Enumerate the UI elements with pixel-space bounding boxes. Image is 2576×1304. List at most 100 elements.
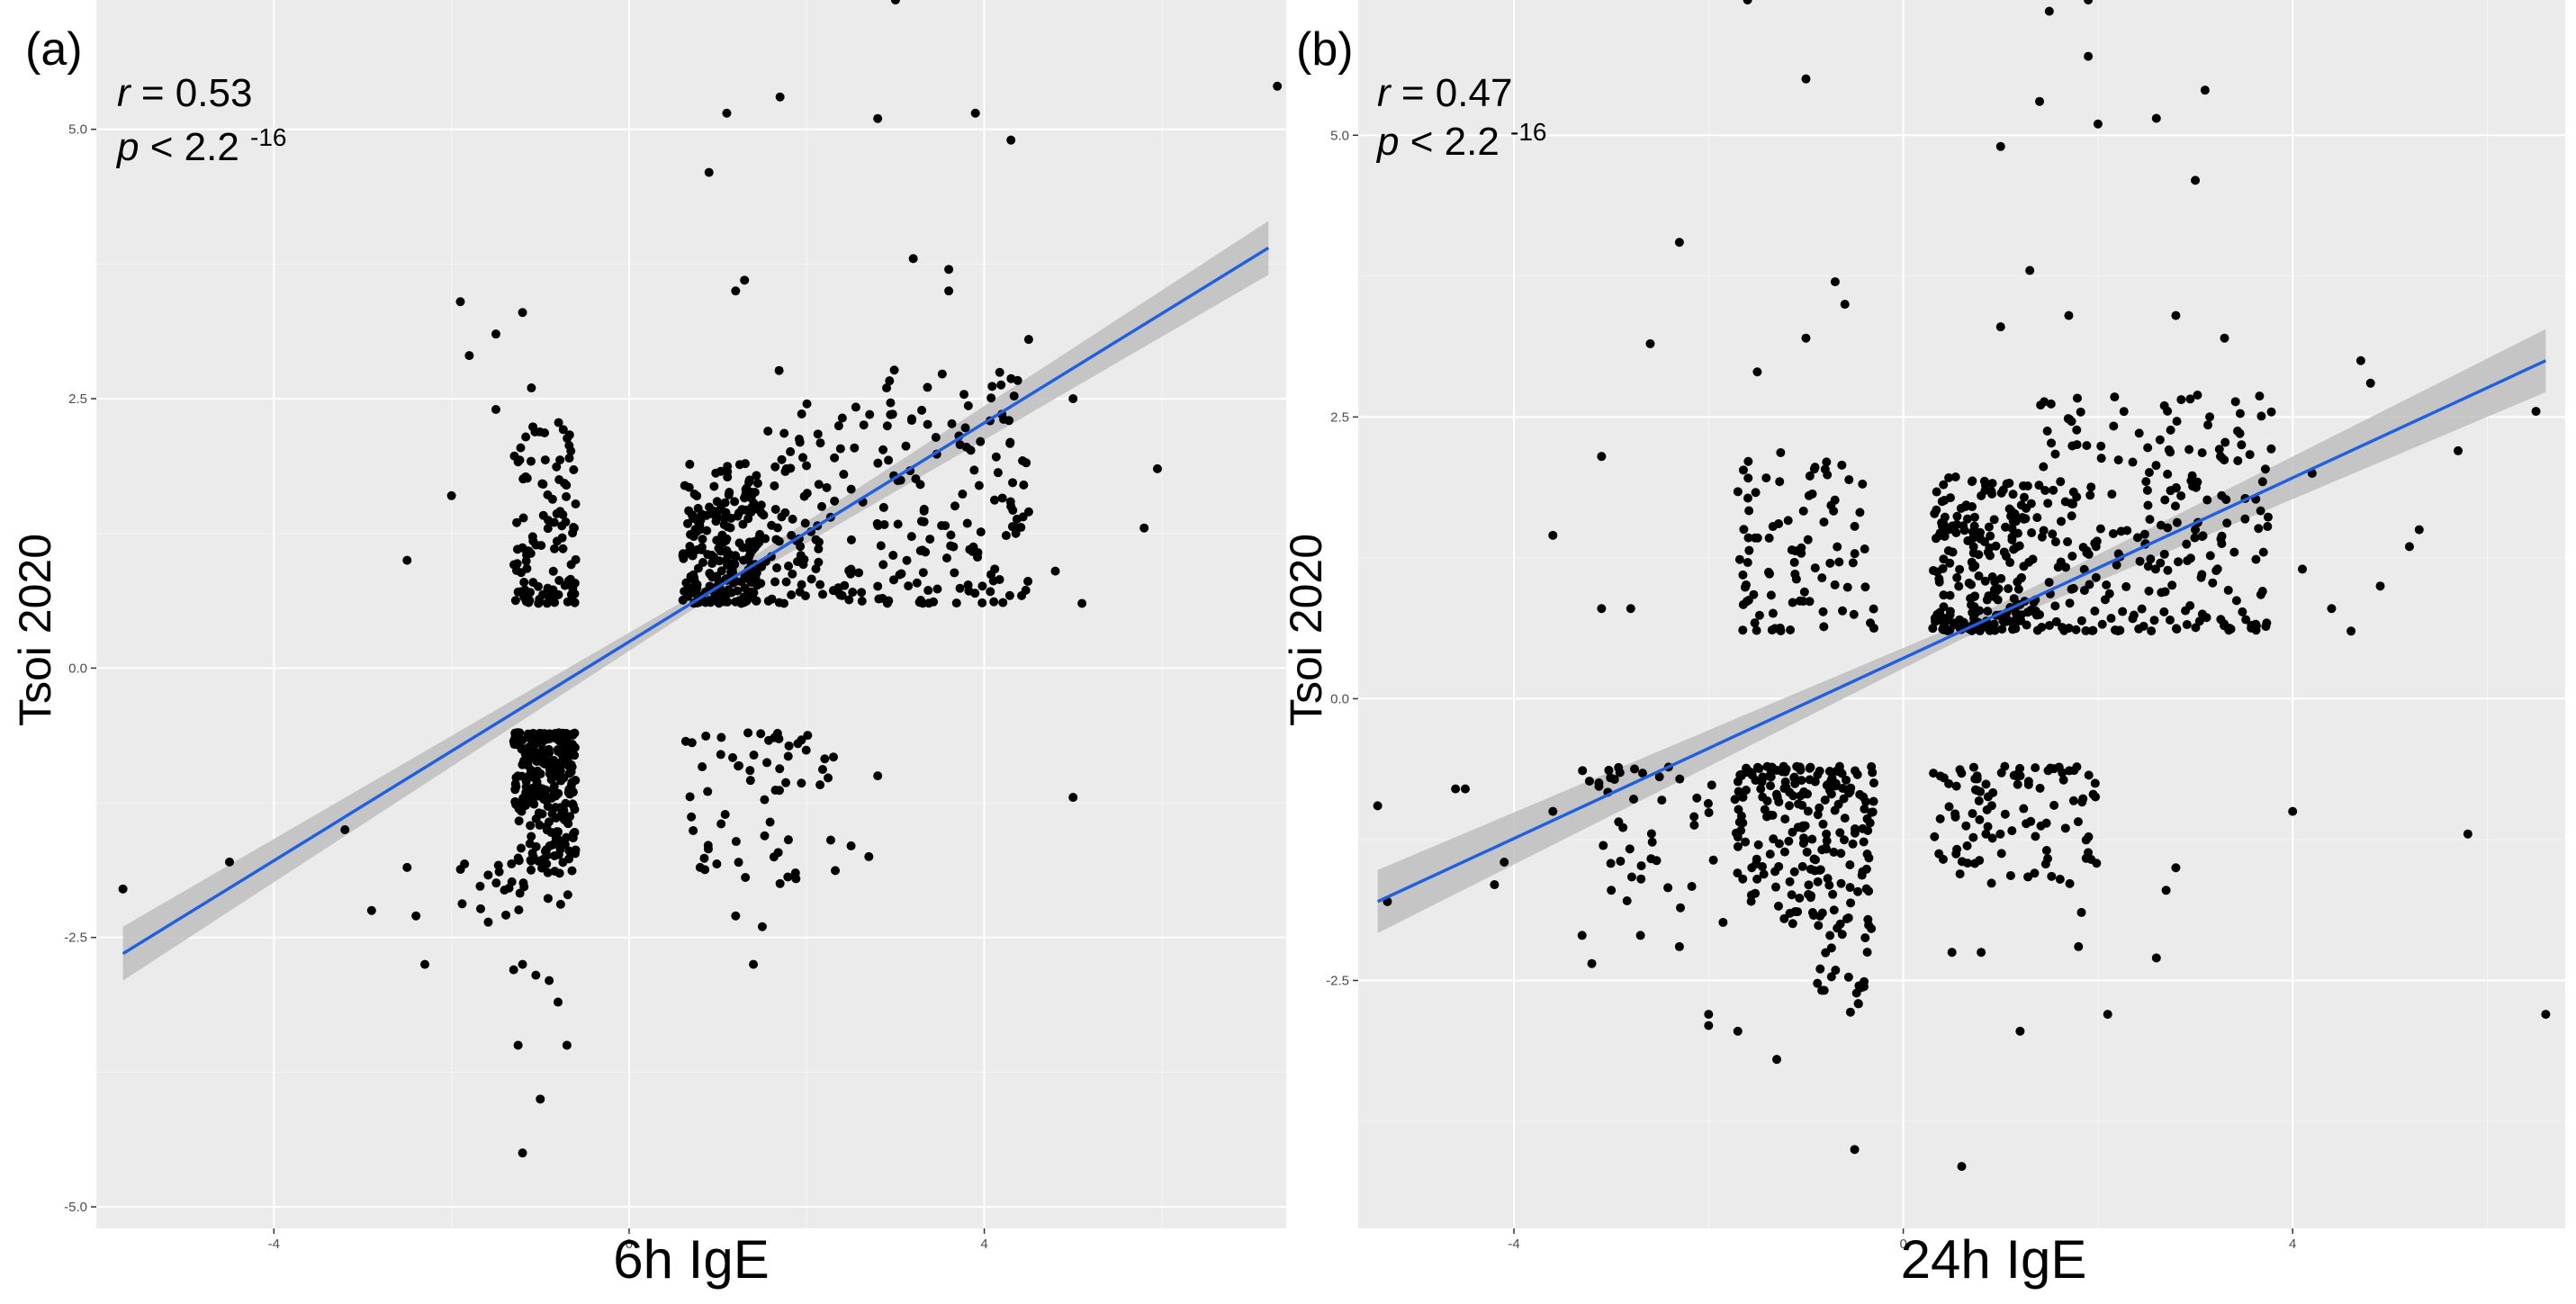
panel-b-data-point <box>1784 836 1794 846</box>
panel-a-data-point <box>970 108 980 118</box>
panel-a-data-point <box>563 787 573 797</box>
panel-a-data-point <box>723 462 733 472</box>
panel-b-data-point <box>2072 425 2082 435</box>
panel-b-data-point <box>2084 550 2094 560</box>
panel-b-data-point <box>1689 820 1699 830</box>
panel-b-data-point <box>2047 871 2057 881</box>
panel-b-data-point <box>2018 481 2028 490</box>
panel-b-data-point <box>2191 482 2201 492</box>
panel-b-data-point <box>1780 814 1790 824</box>
panel-b-data-point <box>1986 531 1995 541</box>
panel-b-data-point <box>1743 456 1753 466</box>
panel-b-data-point <box>1779 784 1789 794</box>
panel-a-data-point <box>568 801 578 811</box>
panel-b-data-point <box>2005 870 2015 880</box>
panel-b-data-point <box>1862 948 1872 958</box>
panel-b-data-point <box>1828 889 1838 899</box>
panel-b-data-point <box>2151 461 2161 471</box>
panel-b-data-point <box>1955 564 1965 574</box>
panel-a-data-point <box>703 844 713 854</box>
panel-b-data-point <box>2191 623 2201 633</box>
panel-b-data-point <box>1460 784 1470 794</box>
panel-b-data-point <box>1548 806 1558 816</box>
panel-a-data-point <box>932 584 942 594</box>
panel-b-data-point <box>1766 781 1776 791</box>
panel-b-data-point <box>2298 564 2308 574</box>
panel-a-data-point <box>699 853 709 863</box>
panel-b-data-point <box>2193 391 2202 400</box>
panel-b-data-point <box>2263 512 2273 522</box>
panel-a-y-axis: -5.0 -2.5 0.0 2.5 5.0 <box>64 122 96 1215</box>
panel-b-data-point <box>2007 826 2017 836</box>
panel-b-data-point <box>1746 890 1756 900</box>
panel-a-data-point <box>716 750 725 760</box>
panel-a-data-point <box>721 508 731 517</box>
panel-b-data-point <box>1805 471 1815 481</box>
panel-b-data-point <box>1995 141 2005 151</box>
panel-b-data-point <box>1837 460 1847 470</box>
panel-a-data-point <box>483 870 493 880</box>
panel-b-data-point <box>2084 0 2094 4</box>
panel-b-data-point <box>1928 565 1938 575</box>
panel-b-data-point <box>1935 814 1945 823</box>
panel-a-data-point <box>697 509 707 519</box>
panel-b-data-point <box>1734 787 1743 796</box>
panel-b-data-point <box>2159 549 2169 559</box>
panel-a-data-point <box>743 514 753 524</box>
panel-a-data-point <box>563 890 572 900</box>
panel-a-data-point <box>493 860 503 870</box>
panel-a-data-point <box>1006 135 1016 145</box>
panel-a-data-point <box>531 970 541 980</box>
panel-b-data-point <box>1788 791 1798 801</box>
panel-b-data-point <box>2256 411 2266 421</box>
panel-a-data-point <box>698 535 707 544</box>
panel-a-data-point <box>989 495 999 505</box>
panel-b-data-point <box>2113 455 2123 465</box>
panel-b-data-point <box>2119 407 2129 417</box>
panel-b-data-point <box>1774 839 1784 849</box>
panel-b-data-point <box>1626 872 1636 882</box>
panel-a-data-point <box>749 751 759 760</box>
panel-b-data-point <box>2084 770 2094 780</box>
panel-b-data-point <box>1741 786 1751 796</box>
panel-a-data-point <box>748 593 758 603</box>
panel-b-data-point <box>1839 835 1849 845</box>
panel-a-data-point <box>779 428 789 438</box>
panel-b-data-point <box>1809 854 1819 864</box>
panel-b-data-point <box>1959 617 1968 627</box>
panel-a-data-point <box>857 597 867 607</box>
panel-a-data-point <box>865 409 875 419</box>
panel-a-data-point <box>527 795 537 805</box>
panel-b-data-point <box>1652 856 1662 866</box>
panel-a-data-point <box>528 422 538 432</box>
panel-a-data-point <box>765 817 775 827</box>
panel-b-data-point <box>2054 762 2064 772</box>
panel-a-data-point <box>949 542 959 552</box>
panel-b: -2.5 0.0 2.5 5.0 -4 0 4 (b) r = 0.47 p < 2.2 … <box>1281 0 2565 1290</box>
panel-b-data-point <box>2255 391 2265 401</box>
panel-b-data-point <box>1756 784 1766 794</box>
panel-b-data-point <box>2197 609 2207 619</box>
panel-b-data-point <box>2090 607 2100 616</box>
panel-b-data-point <box>1752 859 1761 869</box>
panel-b-data-point <box>1986 878 1996 888</box>
panel-a-data-point <box>844 566 854 576</box>
panel-b-data-point <box>1981 779 1991 789</box>
panel-a-data-point <box>906 416 916 426</box>
panel-b-data-point <box>2116 526 2126 536</box>
panel-b-data-point <box>1751 488 1761 498</box>
panel-b-data-point <box>1776 626 1786 636</box>
panel-b-data-point <box>1967 557 1977 567</box>
panel-b-data-point <box>2375 581 2385 591</box>
panel-a-data-point <box>759 510 769 520</box>
panel-b-data-point <box>1692 793 1702 803</box>
panel-a-data-point <box>968 546 977 556</box>
panel-b-data-point <box>2112 560 2121 570</box>
panel-a-data-point <box>513 853 523 863</box>
panel-b-data-point <box>2092 859 2102 868</box>
panel-a-data-point <box>705 502 715 512</box>
panel-b-data-point <box>2026 606 2036 616</box>
panel-b-data-point <box>1829 847 1839 857</box>
panel-b-data-point <box>2065 598 2075 608</box>
panel-a-data-point <box>568 583 578 593</box>
